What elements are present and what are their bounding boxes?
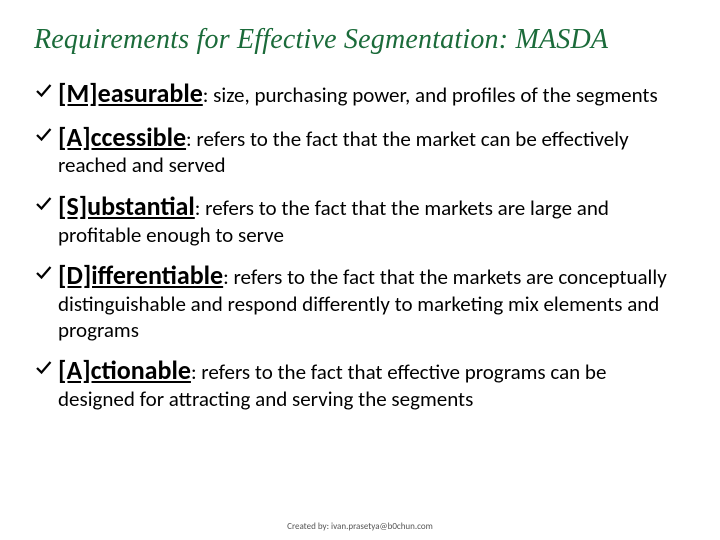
slide: Requirements for Effective Segmentation:… [0,0,720,540]
requirements-list: [M]easurable: size, purchasing power, an… [34,78,686,413]
list-item: [S]ubstantial: refers to the fact that t… [34,191,686,248]
page-title: Requirements for Effective Segmentation:… [34,24,686,56]
list-item: [D]ifferentiable: refers to the fact tha… [34,260,686,343]
check-icon [34,82,52,100]
check-icon [34,359,52,377]
term-differentiable: [D]ifferentiable [58,259,223,291]
term-measurable: [M]easurable [58,77,203,109]
list-item: [A]ccessible: refers to the fact that th… [34,122,686,179]
list-item: [M]easurable: size, purchasing power, an… [34,78,686,110]
desc-measurable: : size, purchasing power, and profiles o… [203,82,658,108]
term-actionable: [A]ctionable [58,354,191,386]
check-icon [34,264,52,282]
list-item: [A]ctionable: refers to the fact that ef… [34,355,686,412]
check-icon [34,195,52,213]
term-accessible: [A]ccessible [58,121,186,153]
footer-credit: Created by: ivan.prasetya@b0chun.com [0,521,720,532]
term-substantial: [S]ubstantial [58,190,195,222]
check-icon [34,126,52,144]
